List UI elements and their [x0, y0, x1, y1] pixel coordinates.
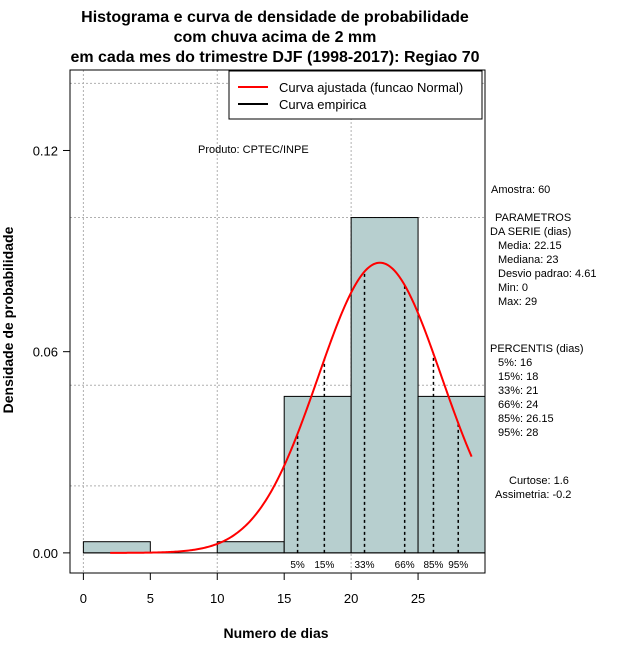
percentile-label: 66%: [395, 560, 415, 571]
stats-curtose: Curtose: 1.6: [509, 475, 569, 487]
stats-amostra: Amostra: 60: [491, 184, 550, 196]
plot-frame: [69, 69, 486, 574]
stats-percentil: 95%: 28: [498, 427, 538, 439]
x-tick-label: 20: [344, 591, 358, 606]
chart-title-line-1: Histograma e curva de densidade de proba…: [81, 9, 469, 26]
chart-title-line-3: em cada mes do trimestre DJF (1998-2017)…: [70, 49, 479, 66]
histogram-bars: [82, 217, 486, 554]
histogram-bar: [216, 541, 285, 554]
chart-title-line-2: com chuva acima de 2 mm: [174, 29, 377, 46]
percentile-label: 5%: [290, 560, 305, 571]
x-tick-label: 5: [147, 591, 154, 606]
x-tick-label: 10: [210, 591, 224, 606]
x-tick-label: 25: [411, 591, 425, 606]
stats-param-title-1: PARAMETROS: [495, 212, 571, 224]
product-annotation: Produto: CPTEC/INPE: [198, 144, 309, 156]
histogram-bar: [82, 541, 151, 554]
percentile-label: 15%: [314, 560, 334, 571]
percentile-lines: 5% 15% 33% 66% 85% 95%: [290, 271, 468, 571]
stats-percentil: 33%: 21: [498, 385, 538, 397]
percentile-label: 33%: [355, 560, 375, 571]
stats-percentil: 5%: 16: [498, 357, 532, 369]
y-tick-label: 0.00: [33, 546, 58, 561]
percentile-label: 85%: [423, 560, 443, 571]
x-axis-title: Numero de dias: [223, 625, 328, 641]
stats-param: Max: 29: [498, 296, 537, 308]
stats-assimetria: Assimetria: -0.2: [495, 489, 571, 501]
y-tick-label: 0.12: [33, 143, 58, 158]
stats-percentil: 85%: 26.15: [498, 413, 554, 425]
stats-param: Mediana: 23: [498, 254, 559, 266]
x-tick-label: 0: [80, 591, 87, 606]
stats-param: Min: 0: [498, 282, 528, 294]
normal-curve: [110, 261, 473, 554]
stats-percentis-title: PERCENTIS (dias): [490, 343, 584, 355]
stats-percentil: 15%: 18: [498, 371, 538, 383]
stats-param: Desvio padrao: 4.61: [498, 268, 596, 280]
y-axis-title: Densidade de probabilidade: [0, 226, 16, 413]
legend: Curva ajustada (funcao Normal) Curva emp…: [228, 70, 483, 120]
legend-label-empirical: Curva empirica: [279, 97, 367, 112]
stats-percentil: 66%: 24: [498, 399, 538, 411]
histogram-bar: [283, 395, 352, 554]
histogram-bar: [350, 217, 419, 554]
histogram-bar: [417, 395, 486, 554]
percentile-label: 95%: [448, 560, 468, 571]
stats-panel: Amostra: 60 PARAMETROS DA SERIE (dias) M…: [490, 184, 596, 501]
stats-param-title-2: DA SERIE (dias): [490, 226, 571, 238]
legend-box: [228, 70, 483, 120]
fitted-normal-curve: [110, 261, 473, 554]
stats-param: Media: 22.15: [498, 240, 562, 252]
x-tick-label: 15: [277, 591, 291, 606]
y-tick-label: 0.06: [33, 345, 58, 360]
legend-label-fitted: Curva ajustada (funcao Normal): [279, 80, 463, 95]
